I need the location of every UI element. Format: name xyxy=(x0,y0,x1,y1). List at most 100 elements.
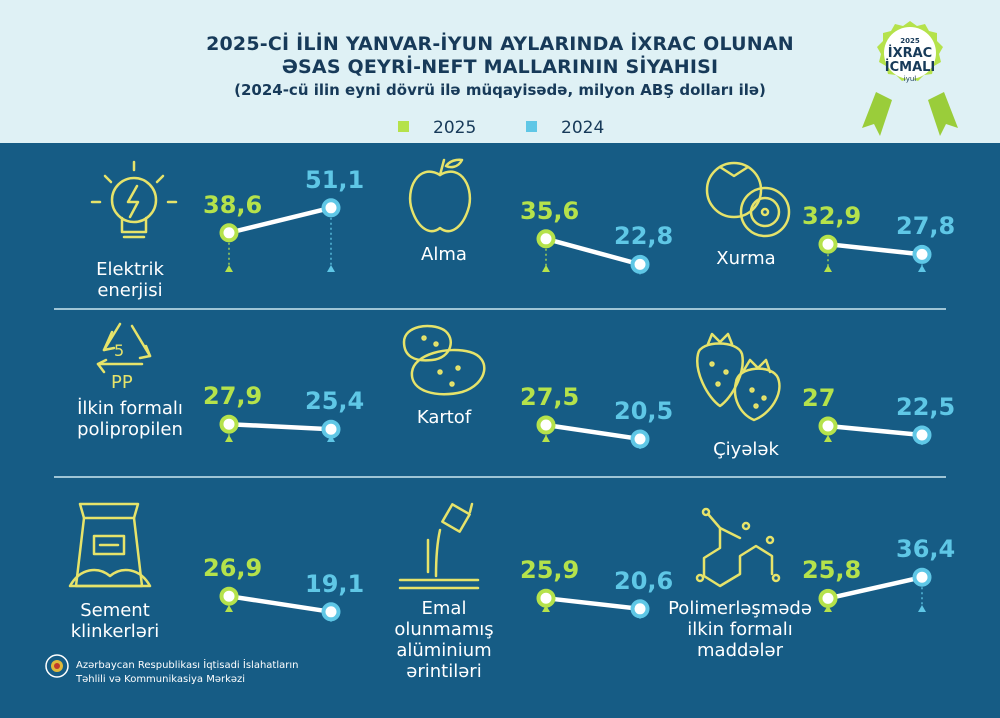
item-label-line: İlkin formalı xyxy=(77,398,183,419)
apple-icon xyxy=(408,158,472,233)
item-label-line: Alma xyxy=(421,244,467,265)
subtitle: (2024-cü ilin eyni dövrü ilə müqayisədə,… xyxy=(234,81,766,99)
value-label-2024: 27,8 xyxy=(896,212,956,241)
svg-text:PP: PP xyxy=(111,372,133,393)
data-point-2025 xyxy=(536,415,556,435)
data-point-2025 xyxy=(818,588,838,608)
data-point-2025 xyxy=(219,586,239,606)
item-label: Polimerləşmədə ilkin formalı maddələr xyxy=(660,598,820,661)
emblem-icon xyxy=(45,654,69,678)
row-divider-2 xyxy=(54,476,946,478)
org-line-1: Azərbaycan Respublikası İqtisadi İslahat… xyxy=(76,660,299,671)
data-point-2025 xyxy=(536,229,556,249)
item-label-line: Emal xyxy=(421,598,467,619)
axis-marker-2025 xyxy=(542,265,550,272)
item-label: Sement klinkerləri xyxy=(35,600,195,642)
axis-marker-2024 xyxy=(327,265,335,272)
data-point-2024 xyxy=(321,419,341,439)
title-line-2: ƏSAS QEYRİ-NEFT MALLARININ SİYAHISI xyxy=(281,56,719,78)
legend-swatch-2025 xyxy=(398,121,409,132)
axis-marker-2025 xyxy=(824,605,832,612)
org-line-2: Təhlili və Kommunikasiya Mərkəzi xyxy=(76,674,246,685)
item-label-line: ilkin formalı xyxy=(687,619,793,640)
item-label: İlkin formalı polipropilen xyxy=(50,398,210,440)
badge-month: iyul xyxy=(903,75,917,83)
badge-icon xyxy=(862,21,958,136)
value-label-2024: 20,5 xyxy=(614,397,674,425)
badge-line-1: İXRAC xyxy=(887,46,933,61)
value-label-2024: 51,1 xyxy=(305,165,365,194)
axis-marker-2025 xyxy=(542,435,550,442)
item-label-line: enerjisi xyxy=(97,280,163,301)
value-label-2024: 25,4 xyxy=(305,387,365,416)
data-point-2024 xyxy=(321,602,341,622)
data-point-2024 xyxy=(630,429,650,449)
cement-bag-icon xyxy=(68,502,152,588)
item-label-line: klinkerləri xyxy=(70,621,160,642)
value-label-2024: 20,6 xyxy=(614,566,674,595)
data-point-2025 xyxy=(818,234,838,254)
data-point-2024 xyxy=(912,425,932,445)
axis-marker-2025 xyxy=(225,265,233,272)
item-label-line: Polimerləşmədə xyxy=(668,598,812,619)
title-line-1: 2025-Cİ İLİN YANVAR-İYUN AYLARINDA İXRAC… xyxy=(206,33,794,55)
item-label-line: polipropilen xyxy=(77,419,183,440)
data-point-2024 xyxy=(630,599,650,619)
persimmon-icon xyxy=(705,161,791,238)
data-point-2024 xyxy=(321,198,341,218)
connector-line xyxy=(543,422,643,442)
axis-marker-2025 xyxy=(542,605,550,612)
value-label-2024: 22,5 xyxy=(896,393,956,421)
row-divider-1 xyxy=(54,308,946,310)
data-point-2024 xyxy=(630,254,650,274)
data-point-2025 xyxy=(219,223,239,243)
item-label: Elektrik enerjisi xyxy=(50,259,210,301)
legend-label-2024: 2024 xyxy=(561,118,605,138)
legend-2024: 2024 xyxy=(526,118,604,138)
value-label-2025: 25,8 xyxy=(802,556,862,585)
item-label: Çiyələk xyxy=(666,439,826,460)
header-band xyxy=(0,0,1000,143)
legend-label-2025: 2025 xyxy=(433,118,477,138)
value-label-2025: 26,9 xyxy=(203,554,263,583)
value-label-2025: 35,6 xyxy=(520,196,580,225)
molten-metal-icon xyxy=(398,502,480,590)
connector-line xyxy=(543,595,643,612)
lightbulb-icon xyxy=(90,160,178,239)
value-label-2025: 38,6 xyxy=(203,190,263,219)
molecule-icon xyxy=(695,507,781,588)
axis-marker-2025 xyxy=(225,435,233,442)
badge-year: 2025 xyxy=(900,37,920,45)
item-label-line: alüminium xyxy=(396,640,492,661)
item-label-line: Elektrik xyxy=(96,259,164,280)
axis-marker-2024 xyxy=(918,605,926,612)
value-label-2024: 36,4 xyxy=(896,535,956,564)
connector-line xyxy=(825,423,925,438)
axis-marker-2025 xyxy=(225,605,233,612)
strawberry-icon xyxy=(696,332,781,422)
item-label-line: olunmamış xyxy=(394,619,494,640)
connector-line xyxy=(226,421,334,432)
value-label-2025: 25,9 xyxy=(520,556,580,585)
badge-line-2: İCMALI xyxy=(884,60,936,75)
value-label-2025: 27,5 xyxy=(520,383,580,411)
data-point-2024 xyxy=(912,244,932,264)
data-point-2025 xyxy=(219,414,239,434)
value-label-2024: 22,8 xyxy=(614,222,674,251)
connector-line xyxy=(226,205,334,236)
value-label-2024: 19,1 xyxy=(305,569,365,598)
organization-name: Azərbaycan Respublikası İqtisadi İslahat… xyxy=(76,659,298,687)
item-label-line: ərintiləri xyxy=(406,661,482,682)
connector-line xyxy=(226,593,334,615)
connector-line xyxy=(543,236,643,267)
item-label-line: Xurma xyxy=(716,248,776,269)
legend-2025: 2025 xyxy=(398,118,476,138)
axis-marker-2025 xyxy=(824,265,832,272)
item-label: Kartof xyxy=(364,407,524,428)
item-label: Emal olunmamış alüminium ərintiləri xyxy=(364,598,524,682)
value-label-2025: 27 xyxy=(802,384,836,412)
